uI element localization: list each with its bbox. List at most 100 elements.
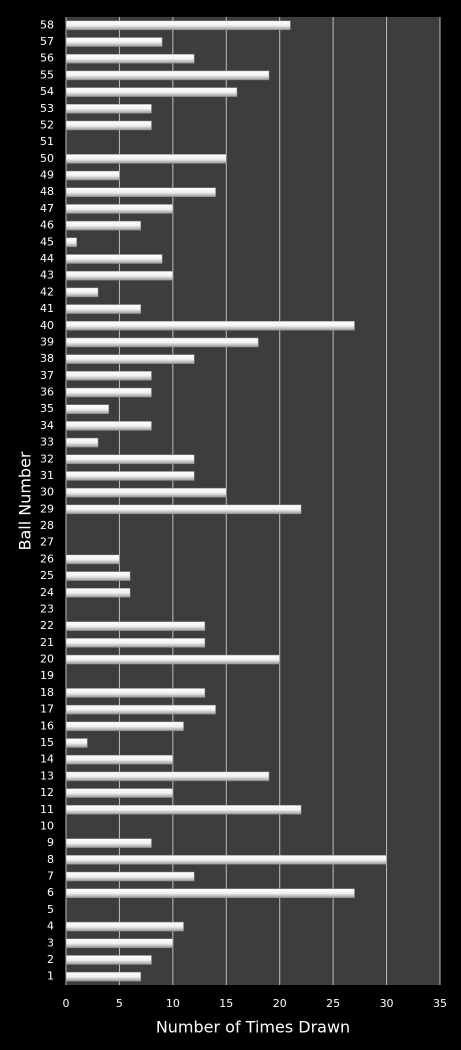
bar — [65, 738, 88, 748]
bar — [65, 771, 270, 782]
y-tick-label: 44 — [40, 252, 54, 265]
bar — [65, 204, 174, 214]
bar — [65, 504, 302, 515]
bar — [65, 487, 227, 498]
y-tick-label: 51 — [40, 135, 54, 148]
plot-area — [66, 17, 440, 985]
y-tick-label: 46 — [40, 219, 54, 232]
bar — [65, 588, 131, 598]
x-tick-label: 10 — [166, 997, 180, 1010]
y-tick-label: 7 — [47, 870, 54, 883]
y-tick-label: 53 — [40, 102, 54, 115]
y-tick-label: 50 — [40, 152, 54, 165]
bar — [65, 888, 355, 898]
y-tick-label: 23 — [40, 602, 54, 615]
bar — [65, 721, 184, 732]
bar — [65, 554, 120, 565]
y-tick-label: 17 — [40, 703, 54, 716]
y-tick-label: 49 — [40, 169, 54, 182]
x-tick-label: 20 — [273, 997, 287, 1010]
bar — [65, 254, 163, 264]
bar — [65, 220, 142, 231]
bar — [65, 421, 152, 431]
y-tick-label: 54 — [40, 85, 54, 98]
y-tick-label: 1 — [47, 970, 54, 983]
y-tick-label: 26 — [40, 552, 54, 565]
bar — [65, 287, 99, 298]
y-tick-label: 24 — [40, 586, 54, 599]
bar — [65, 270, 174, 281]
bar — [65, 638, 206, 648]
y-tick-label: 40 — [40, 319, 54, 332]
bar — [65, 571, 131, 581]
y-tick-label: 57 — [40, 35, 54, 48]
bar — [65, 871, 195, 882]
y-tick-label: 8 — [47, 853, 54, 866]
y-tick-label: 5 — [47, 903, 54, 916]
y-tick-label: 42 — [40, 285, 54, 298]
y-tick-label: 47 — [40, 202, 54, 215]
bar — [65, 387, 152, 398]
y-tick-label: 12 — [40, 786, 54, 799]
bar — [65, 304, 142, 314]
y-tick-label: 11 — [40, 803, 54, 816]
y-axis-title: Ball Number — [16, 451, 35, 550]
y-tick-label: 25 — [40, 569, 54, 582]
y-tick-label: 19 — [40, 669, 54, 682]
bar — [65, 87, 238, 97]
y-tick-label: 31 — [40, 469, 54, 482]
y-tick-label: 9 — [47, 836, 54, 849]
bar — [65, 70, 270, 81]
bar — [65, 688, 206, 698]
bar — [65, 788, 174, 798]
y-tick-label: 33 — [40, 436, 54, 449]
bar — [65, 37, 163, 47]
y-tick-label: 2 — [47, 953, 54, 966]
y-tick-label: 56 — [40, 52, 54, 65]
y-tick-label: 13 — [40, 769, 54, 782]
bar — [65, 454, 195, 465]
y-tick-label: 6 — [47, 886, 54, 899]
x-tick-label: 0 — [63, 997, 70, 1010]
y-tick-label: 32 — [40, 452, 54, 465]
y-tick-label: 28 — [40, 519, 54, 532]
y-tick-label: 52 — [40, 118, 54, 131]
bar — [65, 704, 216, 715]
bar — [65, 104, 152, 114]
bar — [65, 237, 77, 248]
y-tick-label: 55 — [40, 68, 54, 81]
y-tick-label: 3 — [47, 936, 54, 949]
bar — [65, 955, 152, 965]
x-tick-label: 30 — [380, 997, 394, 1010]
y-tick-label: 34 — [40, 419, 54, 432]
y-tick-label: 39 — [40, 335, 54, 348]
y-tick-label: 29 — [40, 502, 54, 515]
y-tick-label: 22 — [40, 619, 54, 632]
bar — [65, 938, 174, 949]
y-tick-label: 16 — [40, 719, 54, 732]
bar — [65, 471, 195, 481]
x-tick-label: 5 — [116, 997, 123, 1010]
bar — [65, 187, 216, 197]
y-tick-label: 41 — [40, 302, 54, 315]
bar — [65, 654, 280, 665]
bar — [65, 805, 302, 815]
y-tick-label: 48 — [40, 185, 54, 198]
bar — [65, 838, 152, 848]
x-axis-title: Number of Times Drawn — [156, 1018, 350, 1037]
x-tick-label: 15 — [219, 997, 233, 1010]
bar — [65, 321, 355, 331]
y-tick-label: 35 — [40, 402, 54, 415]
y-tick-label: 37 — [40, 369, 54, 382]
y-tick-label: 21 — [40, 636, 54, 649]
bar — [65, 855, 387, 865]
y-tick-label: 43 — [40, 269, 54, 282]
y-tick-label: 4 — [47, 920, 54, 933]
bar — [65, 354, 195, 364]
bar — [65, 170, 120, 181]
bar — [65, 404, 109, 414]
bar — [65, 437, 99, 448]
bar — [65, 971, 142, 982]
y-tick-label: 38 — [40, 352, 54, 365]
y-tick-label: 20 — [40, 653, 54, 666]
